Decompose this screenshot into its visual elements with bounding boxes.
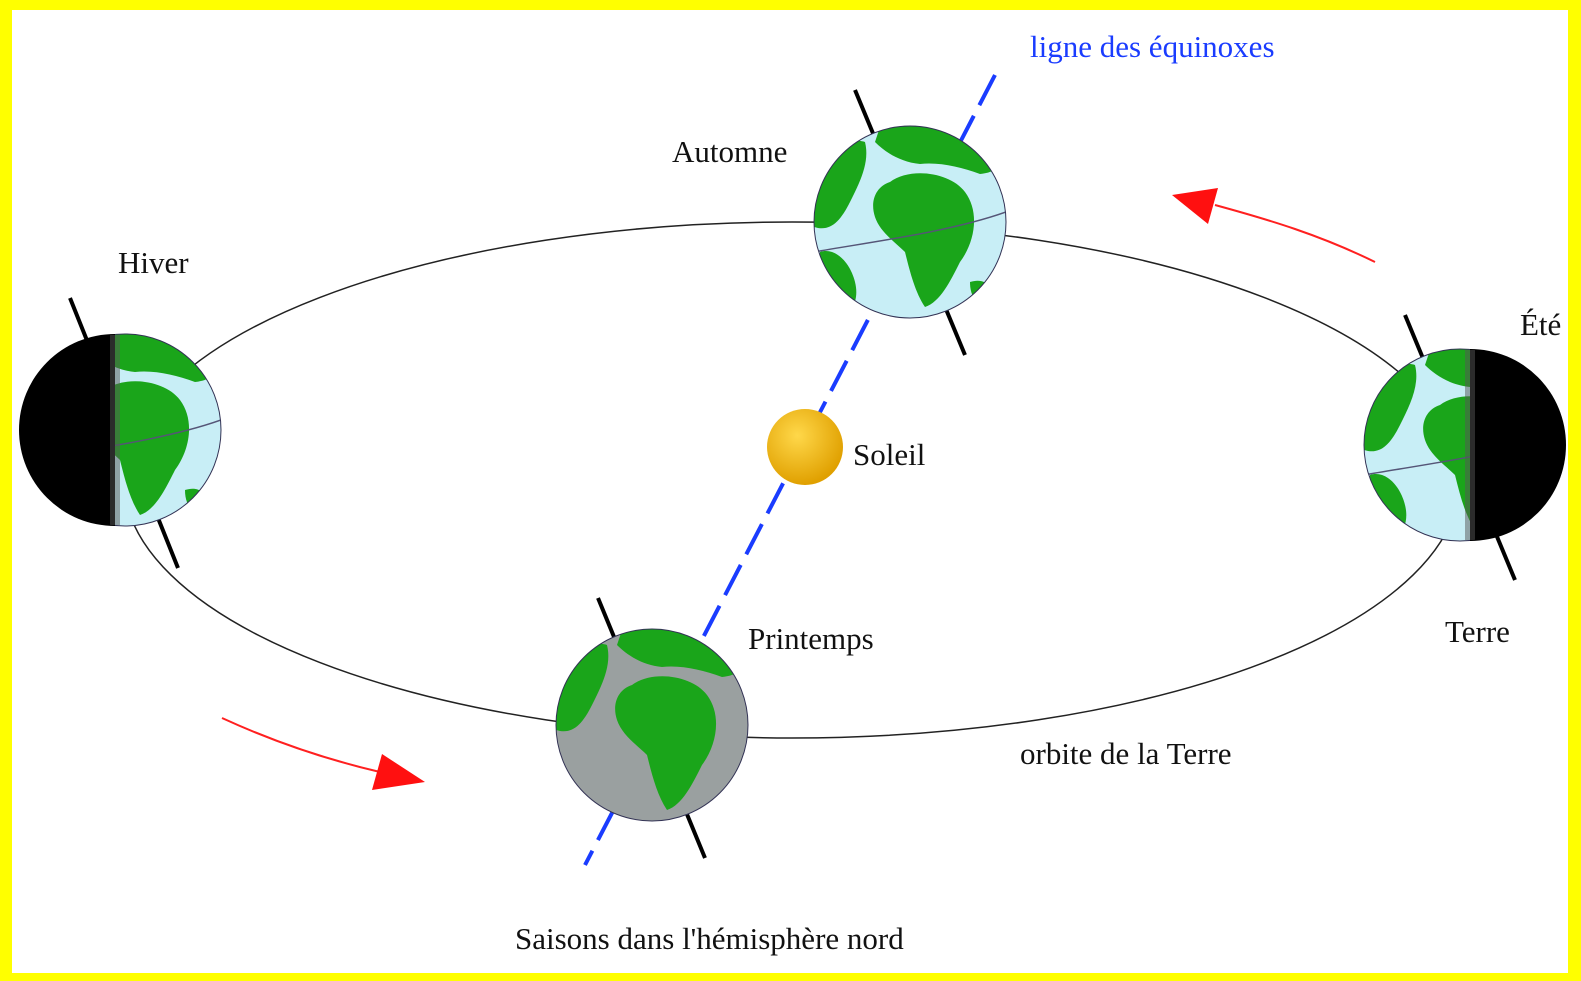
label: Terre [1445,614,1510,649]
label: Soleil [853,437,925,472]
earth-autumn [814,125,1006,318]
label: Automne [672,134,787,169]
label: Hiver [118,245,189,280]
label: Été [1520,307,1561,342]
label: Printemps [748,621,874,656]
earth-spring [555,628,749,822]
arrowhead [1172,188,1218,224]
arrowhead [372,754,425,790]
earth-winter [19,333,221,526]
caption: Saisons dans l'hémisphère nord [515,921,904,956]
sun [767,409,843,485]
label: orbite de la Terre [1020,736,1232,771]
arrow [221,717,381,773]
arrow [1214,204,1376,263]
earth-summer [1364,348,1566,541]
canvas [12,10,1568,973]
label: ligne des équinoxes [1030,29,1275,64]
